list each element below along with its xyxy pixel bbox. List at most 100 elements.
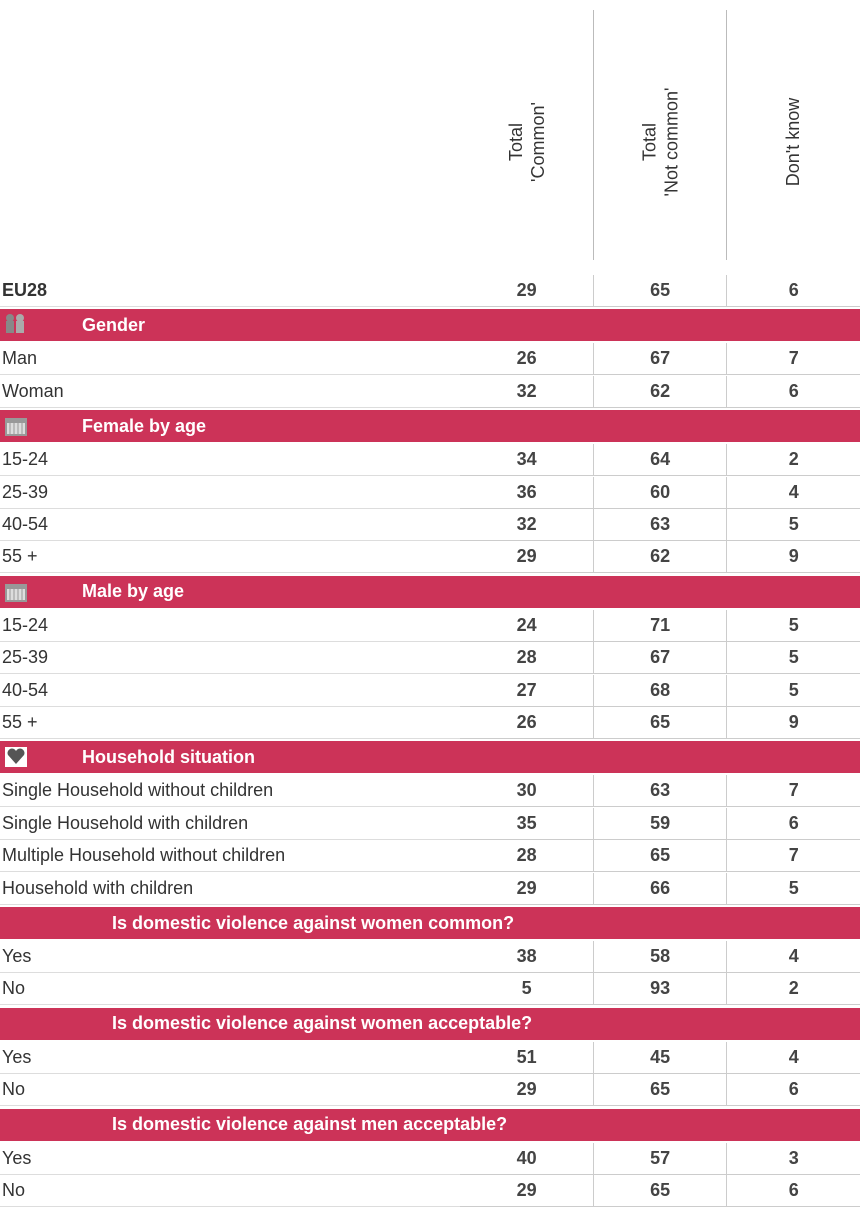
data-row: Woman 32 62 6 <box>0 375 860 408</box>
cell-value: 6 <box>726 275 860 307</box>
data-row: Single Household with children 35 59 6 <box>0 807 860 840</box>
row-label: Multiple Household without children <box>0 840 461 873</box>
section-bar: Is domestic violence against men accepta… <box>0 1108 860 1141</box>
data-row: No 5 93 2 <box>0 973 860 1006</box>
row-label: Woman <box>0 376 461 408</box>
cell-value: 4 <box>726 941 860 973</box>
row-label: Yes <box>0 1143 461 1175</box>
section-icon <box>6 314 24 334</box>
cell-value: 32 <box>460 509 593 541</box>
cell-value: 2 <box>726 973 860 1006</box>
cell-value: 65 <box>592 707 727 739</box>
data-row: No 29 65 6 <box>0 1175 860 1207</box>
section-bar: Male by age <box>0 575 860 608</box>
section-title: Is domestic violence against men accepta… <box>112 1114 508 1135</box>
cell-value: 38 <box>460 941 593 973</box>
cell-value: 63 <box>592 509 727 541</box>
column-header: Total 'Common' <box>462 42 592 242</box>
cell-value: 26 <box>460 707 593 739</box>
row-label: Yes <box>0 1042 461 1074</box>
data-row: 15-24 34 64 2 <box>0 444 860 477</box>
cell-value: 40 <box>460 1143 593 1175</box>
data-row: No 29 65 6 <box>0 1074 860 1107</box>
column-header: Don't know <box>728 42 858 242</box>
section-bar: Gender <box>0 309 860 342</box>
row-label: No <box>0 1175 461 1207</box>
cell-value: 57 <box>592 1142 727 1175</box>
section-icon <box>5 418 27 437</box>
cell-value: 51 <box>460 1042 593 1074</box>
row-label: No <box>0 1074 461 1107</box>
cell-value: 36 <box>460 477 593 509</box>
row-label: Single Household without children <box>0 775 461 808</box>
cell-value: 67 <box>592 343 727 376</box>
cell-value: 35 <box>460 808 593 840</box>
row-label: Man <box>0 343 461 376</box>
cell-value: 63 <box>592 775 727 808</box>
data-row: 15-24 24 71 5 <box>0 609 860 642</box>
section-bar: Household situation <box>0 741 860 774</box>
cell-value: 58 <box>592 941 727 973</box>
data-row: Yes 40 57 3 <box>0 1142 860 1175</box>
cell-value: 5 <box>460 973 593 1006</box>
cell-value: 59 <box>592 807 727 840</box>
data-row: Household with children 29 66 5 <box>0 872 860 905</box>
cell-value: 5 <box>726 642 860 675</box>
cell-value: 2 <box>726 444 860 477</box>
cell-value: 62 <box>592 541 727 574</box>
section-title: Is domestic violence against women commo… <box>112 912 515 933</box>
section-bar: Is domestic violence against women accep… <box>0 1007 860 1040</box>
cell-value: 3 <box>726 1142 860 1175</box>
cell-value: 34 <box>460 444 593 477</box>
section-icon <box>5 583 27 602</box>
column-separator <box>593 10 594 260</box>
row-label: 55 + <box>0 707 461 739</box>
cell-value: 7 <box>726 840 860 873</box>
cell-value: 5 <box>726 609 860 642</box>
cell-value: 5 <box>726 509 860 541</box>
column-header-text: Don't know <box>782 97 803 187</box>
cell-value: 32 <box>460 376 593 408</box>
cell-value: 45 <box>592 1041 727 1074</box>
cell-value: 6 <box>726 1175 860 1207</box>
cell-value: 29 <box>460 1175 593 1207</box>
cell-value: 29 <box>460 541 593 574</box>
cell-value: 64 <box>592 444 727 477</box>
data-row: Yes 38 58 4 <box>0 941 860 973</box>
section-bar: Is domestic violence against women commo… <box>0 907 860 939</box>
column-header-text: Total 'Common' <box>506 102 548 182</box>
cell-value: 65 <box>592 1074 727 1107</box>
cell-value: 28 <box>460 642 593 675</box>
cell-value: 26 <box>460 343 593 376</box>
row-label: EU28 <box>0 275 461 307</box>
cell-value: 60 <box>592 476 727 509</box>
section-title: Male by age <box>82 581 185 602</box>
data-row: Multiple Household without children 28 65 7 <box>0 840 860 873</box>
section-bar: Female by age <box>0 410 860 443</box>
column-header-text: Total 'Not common' <box>639 87 681 197</box>
data-row: 25-39 28 67 5 <box>0 642 860 675</box>
spacer <box>2 1113 30 1137</box>
section-title: Is domestic violence against women accep… <box>112 1013 533 1034</box>
cell-value: 93 <box>592 973 727 1006</box>
data-row: 55 +26 65 9 <box>0 707 860 739</box>
data-row: 25-39 36 60 4 <box>0 476 860 509</box>
cell-value: 24 <box>460 610 593 642</box>
cell-value: 5 <box>726 674 860 707</box>
section-title: Household situation <box>82 746 255 767</box>
cell-value: 7 <box>726 343 860 376</box>
cell-value: 9 <box>726 707 860 739</box>
cell-value: 28 <box>460 840 593 873</box>
row-label: Household with children <box>0 873 461 905</box>
cell-value: 29 <box>460 1074 593 1107</box>
data-row: Single Household without children 30 63 7 <box>0 775 860 808</box>
row-label: 40-54 <box>0 509 461 541</box>
cell-value: 29 <box>460 275 593 307</box>
row-label: 25-39 <box>0 477 461 509</box>
cell-value: 65 <box>592 275 727 307</box>
section-title: Gender <box>82 314 146 335</box>
cell-value: 27 <box>460 675 593 707</box>
cell-value: 6 <box>726 1074 860 1107</box>
cell-value: 6 <box>726 375 860 408</box>
